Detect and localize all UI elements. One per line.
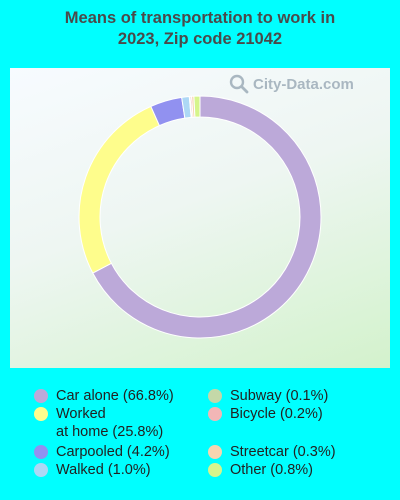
chart-title-line-1: Means of transportation to work in: [64, 9, 336, 27]
slice-car-alone: [92, 95, 322, 339]
chart-title-line-2: 2023, Zip code 21042: [117, 30, 283, 48]
slice-other: [193, 95, 201, 118]
watermark: City-Data.com: [229, 74, 354, 94]
slice-worked-at-home: [78, 105, 161, 274]
search-icon: [229, 74, 249, 94]
chart-title: Means of transportation to work in 2023,…: [0, 8, 400, 50]
watermark-text: City-Data.com: [253, 75, 354, 93]
